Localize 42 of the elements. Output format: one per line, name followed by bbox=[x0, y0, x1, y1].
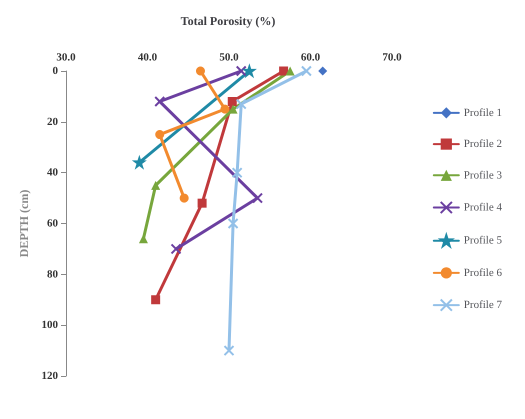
point bbox=[318, 66, 328, 76]
y-tick-label: 40 bbox=[47, 166, 58, 179]
y-tick-label: 120 bbox=[42, 370, 58, 382]
y-tick-label: 100 bbox=[42, 319, 58, 332]
chart-title: Total Porosity (%) bbox=[180, 14, 276, 28]
point bbox=[228, 218, 239, 229]
point bbox=[198, 198, 207, 208]
y-tick-label: 80 bbox=[47, 268, 58, 280]
point bbox=[279, 66, 288, 76]
point bbox=[228, 97, 237, 106]
point bbox=[196, 66, 205, 76]
point bbox=[224, 345, 234, 356]
legend-label: Profile 3 bbox=[464, 169, 502, 182]
legend-label: Profile 7 bbox=[464, 299, 502, 312]
y-tick-label: 60 bbox=[47, 218, 58, 230]
legend-label: Profile 2 bbox=[464, 138, 502, 150]
legend-label: Profile 6 bbox=[464, 266, 502, 279]
legend-label: Profile 1 bbox=[464, 106, 502, 119]
point bbox=[151, 180, 160, 190]
x-tick-label: 70.0 bbox=[382, 52, 402, 64]
point bbox=[154, 96, 166, 107]
x-tick-label: 30.0 bbox=[56, 52, 76, 64]
point bbox=[300, 66, 312, 76]
point bbox=[180, 194, 189, 203]
point bbox=[236, 98, 247, 110]
point bbox=[236, 66, 247, 76]
point bbox=[151, 295, 160, 304]
point bbox=[220, 104, 230, 114]
x-tick-label: 60.0 bbox=[300, 52, 321, 64]
legend-label: Profile 5 bbox=[464, 234, 502, 247]
point bbox=[232, 167, 243, 178]
legend-label: Profile 4 bbox=[464, 202, 502, 214]
y-tick-label: 0 bbox=[52, 65, 58, 77]
point bbox=[155, 130, 164, 140]
y-tick-label: 20 bbox=[47, 116, 58, 128]
point bbox=[252, 192, 264, 204]
x-tick-label: 40.0 bbox=[138, 52, 158, 64]
point bbox=[170, 243, 182, 254]
point bbox=[286, 66, 295, 76]
y-axis-title: DEPTH (cm) bbox=[17, 190, 31, 258]
x-tick-label: 50.0 bbox=[219, 52, 240, 64]
point bbox=[138, 234, 148, 244]
